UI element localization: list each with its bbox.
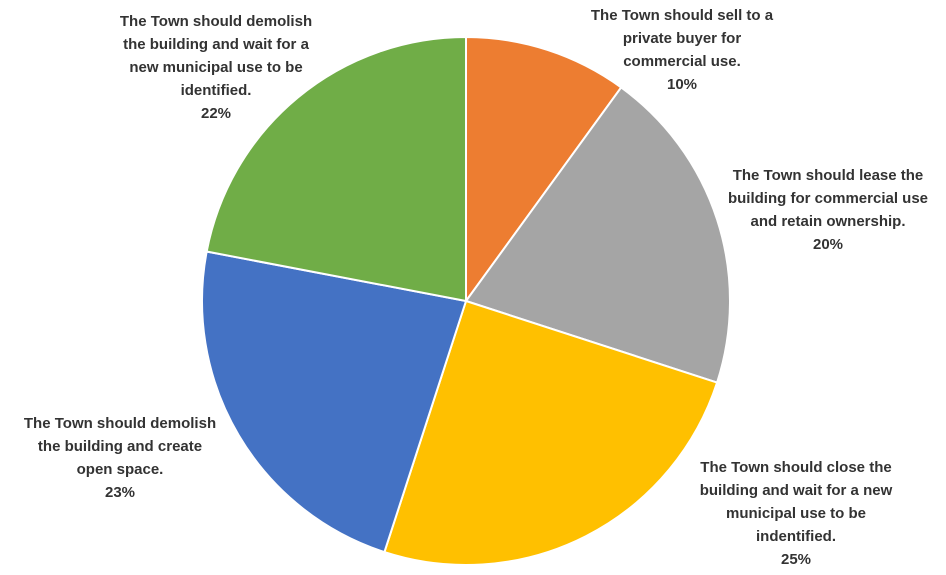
- slice-label-line: The Town should lease the: [733, 167, 924, 184]
- slice-label-line: building and wait for a new: [700, 482, 893, 499]
- slice-label-line: private buyer for: [623, 30, 742, 47]
- slice-label-line: The Town should sell to a: [591, 7, 774, 24]
- slice-label-4: The Town should demolish the building and…: [24, 415, 216, 501]
- slice-label-1: The Town should sell to a private buyer f…: [591, 7, 774, 93]
- slice-label-3: The Town should close the building and wa…: [700, 459, 893, 568]
- pie-slice-2: [464, 86, 731, 384]
- slice-label-line: The Town should demolish: [24, 415, 216, 432]
- slice-label-line: and retain ownership.: [750, 213, 905, 230]
- pie-slice-5: [205, 35, 467, 303]
- slice-label-line: commercial use.: [623, 53, 741, 70]
- slice-label-2: The Town should lease the building for co…: [728, 167, 928, 253]
- slice-label-line: identified.: [181, 82, 252, 99]
- slice-label-line: open space.: [77, 461, 164, 478]
- slice-percent-label: 20%: [813, 236, 843, 253]
- pie-labels: The Town should sell to a private buyer f…: [24, 7, 928, 568]
- pie-slice-1: [465, 35, 623, 305]
- pie-slice-4: [201, 250, 468, 554]
- slice-percent-label: 25%: [781, 551, 811, 568]
- slice-label-line: the building and create: [38, 438, 202, 455]
- slice-label-line: The Town should close the: [700, 459, 891, 476]
- pie-slice-3: [383, 299, 719, 566]
- slice-percent-label: 22%: [201, 105, 231, 122]
- slice-percent-label: 10%: [667, 76, 697, 93]
- slice-label-line: municipal use to be: [726, 505, 866, 522]
- slice-percent-label: 23%: [105, 484, 135, 501]
- slice-label-line: new municipal use to be: [129, 59, 302, 76]
- slice-label-line: The Town should demolish: [120, 13, 312, 30]
- slice-label-line: indentified.: [756, 528, 836, 545]
- slice-label-5: The Town should demolish the building and…: [120, 13, 312, 122]
- slice-label-line: the building and wait for a: [123, 36, 309, 53]
- pie-slices: [201, 35, 731, 566]
- slice-label-line: building for commercial use: [728, 190, 928, 207]
